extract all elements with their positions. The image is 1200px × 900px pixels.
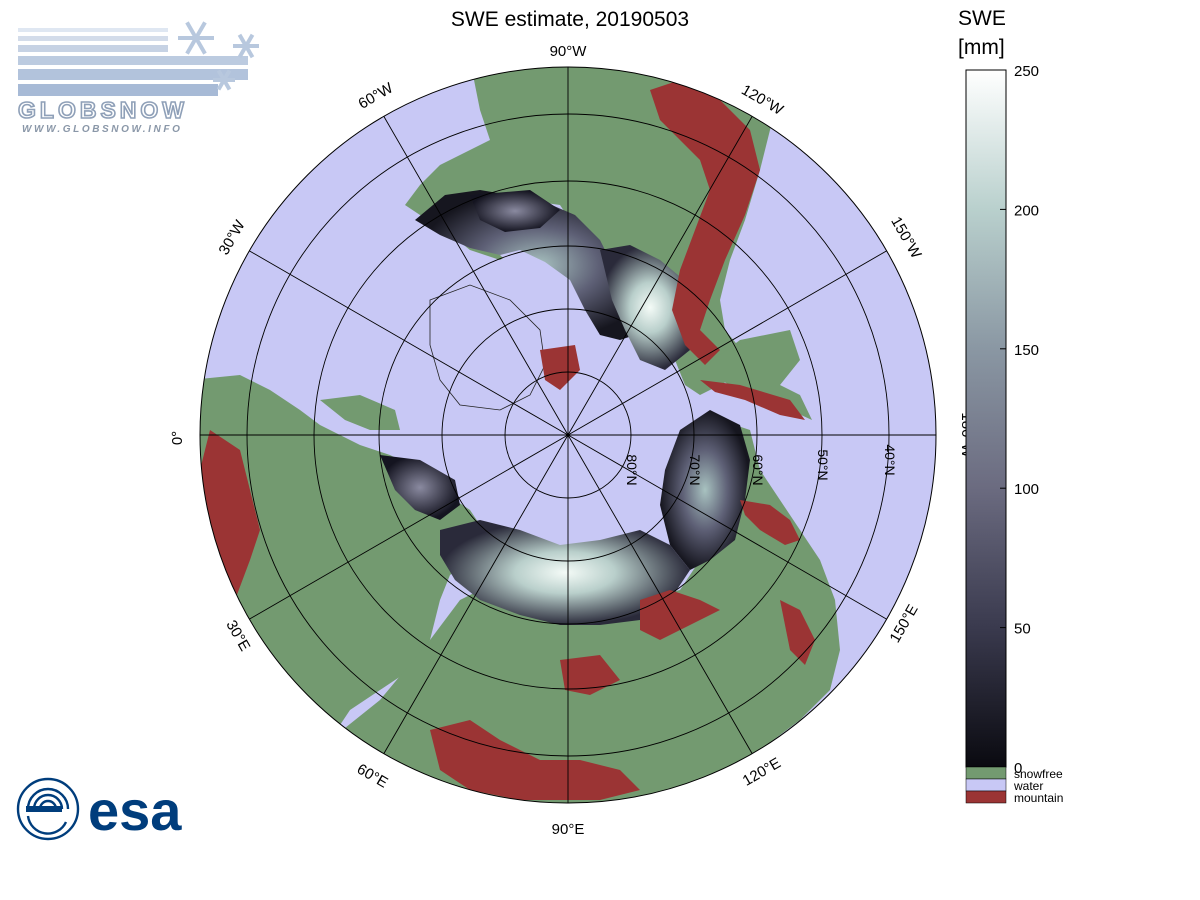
- colorbar-tick-label: 250: [1014, 63, 1039, 80]
- colorbar-title: SWE [mm]: [958, 4, 1006, 62]
- landmass-greenland: [429, 284, 546, 411]
- colorbar-title-swe: SWE: [958, 7, 1006, 30]
- legend-label-water: water: [1013, 779, 1043, 793]
- lon-label-120e: 120°E: [740, 754, 784, 789]
- colorbar-title-unit: [mm]: [958, 36, 1005, 59]
- lon-label-60e: 60°E: [354, 761, 391, 792]
- lon-label-90w: 90°W: [550, 43, 588, 60]
- colorbar-ticks: 250 200 150 100 50 0: [1000, 63, 1039, 777]
- esa-wordmark: esa: [88, 779, 182, 842]
- globsnow-wordmark: GLOBSNOW: [18, 97, 188, 123]
- swe-scandinavia: [380, 455, 460, 520]
- lat-label-70n: 70°N: [687, 454, 703, 485]
- lat-label-50n: 50°N: [815, 449, 831, 480]
- esa-logo: esa: [16, 777, 182, 842]
- map-disk: [200, 67, 936, 803]
- landmass-alaska-edge: [700, 330, 800, 390]
- lon-label-30e: 30°E: [222, 617, 253, 654]
- colorbar-tick-label: 200: [1014, 202, 1039, 219]
- landmass-scandinavia: [320, 395, 400, 430]
- map-title: SWE estimate, 20190503: [450, 8, 690, 31]
- snowflake-icon: [178, 21, 259, 91]
- lat-label-60n: 60°N: [750, 454, 766, 485]
- globsnow-logo: GLOBSNOW: [18, 21, 259, 124]
- colorbar-gradient: [965, 69, 1007, 768]
- swe-hudson: [470, 190, 560, 232]
- lon-label-90e: 90°E: [552, 821, 585, 838]
- legend-swatch-water: [965, 778, 1007, 792]
- swe-canada: [415, 190, 660, 340]
- colorbar-tick-label: 50: [1014, 621, 1031, 638]
- swe-siberia-east: [660, 410, 750, 570]
- legend-swatch-mountain: [965, 790, 1007, 804]
- legend-swatch-snowfree: [965, 766, 1007, 780]
- lat-label-80n: 80°N: [624, 454, 640, 485]
- lon-label-30w: 30°W: [216, 217, 250, 258]
- lon-label-0: 0°: [169, 431, 186, 445]
- lon-label-150w: 150°W: [887, 214, 925, 262]
- lon-label-60w: 60°W: [356, 79, 397, 113]
- colorbar-tick-label: 0: [1014, 760, 1022, 777]
- colorbar-tick-label: 100: [1014, 481, 1039, 498]
- esa-emblem-icon: [16, 777, 80, 841]
- colorbar-tick-label: 150: [1014, 342, 1039, 359]
- globsnow-url: WWW.GLOBSNOW.INFO: [22, 124, 183, 135]
- globsnow-stripes: [18, 28, 248, 96]
- legend-label-mountain: mountain: [1014, 791, 1063, 805]
- meridians: [200, 67, 936, 803]
- legend-label-snowfree: snowfree: [1014, 767, 1063, 781]
- swe-alaska-yukon: [600, 245, 700, 370]
- lat-label-40n: 40°N: [882, 444, 898, 475]
- map-border: [199, 66, 937, 804]
